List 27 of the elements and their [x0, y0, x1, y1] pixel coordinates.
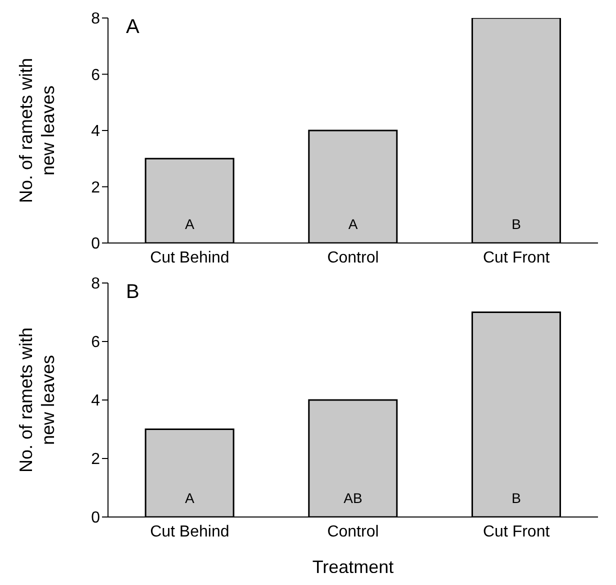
annotation: B — [512, 216, 522, 232]
y-tick-label: 6 — [91, 334, 100, 352]
annotation: B — [512, 490, 522, 506]
x-tick-label: Cut Front — [482, 249, 550, 266]
y-tick-label: 4 — [91, 392, 100, 410]
x-tick-label: Cut Behind — [150, 523, 230, 540]
chart-title: B — [126, 281, 140, 304]
annotation: A — [184, 216, 195, 232]
y-tick-label: 0 — [91, 510, 100, 527]
chart-title: A — [126, 16, 140, 39]
y-axis-title: No. of ramets with new leaves — [16, 327, 58, 473]
y-tick-label: 8 — [91, 276, 100, 293]
annotation: A — [348, 216, 358, 232]
x-tick-label: Cut Behind — [150, 249, 230, 266]
y-tick-label: 6 — [91, 66, 100, 84]
annotation: AB — [344, 490, 362, 506]
annotation: A — [184, 490, 195, 506]
y-tick-label: 2 — [91, 451, 100, 468]
x-tick-label: Cut Front — [482, 523, 550, 540]
y-tick-label: 4 — [91, 123, 100, 140]
x-axis-title: Treatment — [312, 557, 394, 577]
y-tick-label: 0 — [91, 236, 100, 253]
x-tick-label: Control — [327, 249, 379, 266]
y-axis-title: No. of ramets with new leaves — [16, 58, 58, 204]
x-tick-label: Control — [327, 523, 379, 540]
y-tick-label: 8 — [91, 10, 100, 28]
y-tick-label: 2 — [91, 179, 100, 196]
